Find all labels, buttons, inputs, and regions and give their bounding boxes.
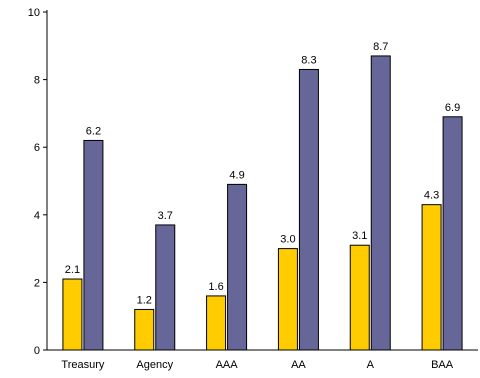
y-tick-label: 8 xyxy=(34,75,40,87)
category-label: Treasury xyxy=(61,359,104,371)
category-label: AAA xyxy=(216,359,239,371)
bar-series-1-aaa xyxy=(206,295,227,351)
bar-series-2-baa xyxy=(442,116,463,351)
data-label: 3.7 xyxy=(158,210,173,222)
bar-series-1-agency xyxy=(134,308,155,351)
data-label: 2.1 xyxy=(65,264,80,276)
y-tick-label: 0 xyxy=(34,345,40,357)
bar-series-2-aa xyxy=(298,68,319,351)
x-axis-categories: Treasury Agency AAA AA A BAA xyxy=(61,359,453,371)
bar-series-2-agency xyxy=(155,224,176,351)
category-label: A xyxy=(367,359,375,371)
bar-series-2-aaa xyxy=(227,183,248,351)
y-tick-label: 4 xyxy=(34,210,40,222)
category-label: Agency xyxy=(136,359,173,371)
data-label: 8.7 xyxy=(373,41,388,53)
category-label: BAA xyxy=(431,359,454,371)
y-tick-label: 2 xyxy=(34,277,40,289)
bar-series-1-baa xyxy=(421,204,442,351)
data-label: 8.3 xyxy=(301,54,316,66)
data-labels: 2.1 6.2 1.2 3.7 1.6 4.9 3.0 8.3 3.1 8.7 4.3 6.9 xyxy=(65,41,460,307)
data-label: 3.1 xyxy=(352,230,367,242)
bar-series-1-aa xyxy=(277,248,298,351)
data-label: 4.9 xyxy=(229,169,244,181)
bar-series-1-a xyxy=(349,244,370,351)
bar-series-1-treasury xyxy=(62,278,83,351)
data-label: 1.6 xyxy=(208,281,223,293)
data-label: 6.9 xyxy=(445,102,460,114)
y-tick-label: 10 xyxy=(28,7,40,19)
data-label: 3.0 xyxy=(280,234,295,246)
y-axis-ticks: 0 2 4 6 8 10 xyxy=(28,7,47,357)
bar-series-2-a xyxy=(370,55,391,351)
y-tick-label: 6 xyxy=(34,142,40,154)
data-label: 4.3 xyxy=(424,190,439,202)
data-label: 1.2 xyxy=(137,294,152,306)
bar-marks xyxy=(62,55,463,351)
bar-series-2-treasury xyxy=(83,139,104,351)
category-label: AA xyxy=(291,359,306,371)
data-label: 6.2 xyxy=(86,125,101,137)
